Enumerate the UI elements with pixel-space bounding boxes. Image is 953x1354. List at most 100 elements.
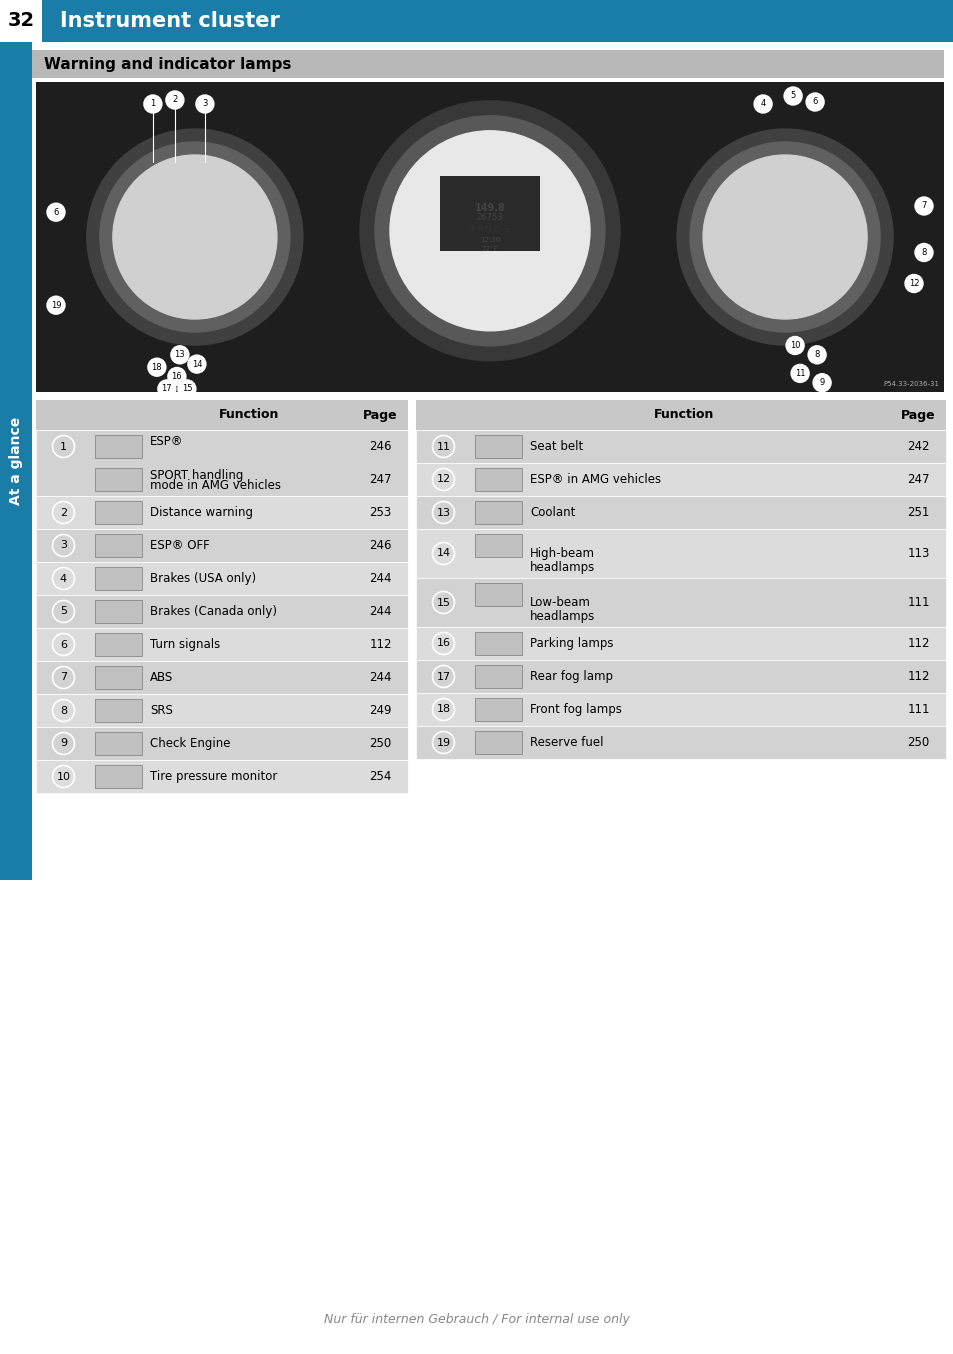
Bar — [95, 468, 142, 492]
Circle shape — [375, 116, 604, 345]
Text: ESP® OFF: ESP® OFF — [150, 539, 210, 552]
Text: 17: 17 — [436, 672, 450, 681]
Text: 7: 7 — [921, 202, 925, 210]
Text: 4: 4 — [760, 99, 765, 108]
Text: 26753: 26753 — [476, 214, 503, 222]
Bar — [475, 533, 521, 556]
Circle shape — [144, 95, 162, 112]
Text: 19: 19 — [51, 301, 61, 310]
Circle shape — [177, 380, 195, 398]
Circle shape — [753, 95, 771, 112]
Text: At a glance: At a glance — [9, 417, 23, 505]
Circle shape — [702, 154, 866, 320]
Bar — [32, 50, 943, 79]
Bar — [416, 496, 945, 529]
Text: Low-beam: Low-beam — [530, 596, 590, 609]
Text: 111: 111 — [906, 703, 929, 716]
Text: Front fog lamps: Front fog lamps — [530, 703, 621, 716]
Bar — [475, 584, 521, 607]
Circle shape — [166, 91, 184, 110]
Text: 244: 244 — [369, 571, 392, 585]
Text: 16: 16 — [172, 372, 182, 380]
Bar — [95, 765, 142, 788]
Circle shape — [158, 380, 175, 398]
Circle shape — [188, 355, 206, 374]
Circle shape — [914, 244, 932, 261]
Bar — [36, 628, 408, 661]
Text: 5: 5 — [790, 92, 795, 100]
Text: Instrument cluster: Instrument cluster — [60, 11, 279, 31]
Circle shape — [904, 275, 923, 292]
Text: SPORT handling: SPORT handling — [150, 468, 243, 482]
Text: headlamps: headlamps — [530, 611, 595, 623]
Circle shape — [812, 374, 830, 391]
Bar — [475, 632, 521, 655]
Bar — [36, 496, 408, 529]
Text: 250: 250 — [906, 737, 928, 749]
Bar — [416, 726, 945, 760]
Text: 6: 6 — [60, 639, 67, 650]
Circle shape — [47, 297, 65, 314]
Bar — [416, 627, 945, 659]
Bar — [0, 0, 42, 42]
Text: headlamps: headlamps — [530, 561, 595, 574]
Text: 246: 246 — [369, 440, 392, 454]
Text: 4: 4 — [60, 574, 67, 584]
Text: 18: 18 — [436, 704, 450, 715]
Bar — [0, 42, 32, 880]
Text: Reserve fuel: Reserve fuel — [530, 737, 603, 749]
Text: 72°F: 72°F — [481, 246, 497, 252]
Circle shape — [807, 345, 825, 364]
Text: 11: 11 — [794, 368, 804, 378]
Text: ABS: ABS — [150, 672, 173, 684]
Bar — [95, 435, 142, 458]
Circle shape — [785, 337, 803, 355]
Text: 251: 251 — [906, 506, 929, 519]
Text: ESP®: ESP® — [150, 435, 183, 448]
Text: 5: 5 — [60, 607, 67, 616]
Text: 2: 2 — [172, 96, 177, 104]
Text: Brakes (USA only): Brakes (USA only) — [150, 571, 255, 585]
Text: Nur für internen Gebrauch / For internal use only: Nur für internen Gebrauch / For internal… — [324, 1313, 629, 1327]
Text: 244: 244 — [369, 605, 392, 617]
Text: 8: 8 — [60, 705, 67, 715]
Bar — [36, 594, 408, 628]
Text: 12: 12 — [908, 279, 919, 288]
Text: 9: 9 — [819, 378, 823, 387]
Bar — [475, 468, 521, 492]
Bar — [439, 176, 539, 250]
Text: 242: 242 — [906, 440, 929, 454]
Circle shape — [677, 129, 892, 345]
Text: Rear fog lamp: Rear fog lamp — [530, 670, 613, 682]
Bar — [475, 501, 521, 524]
Text: 10: 10 — [789, 341, 800, 349]
Text: 12:30: 12:30 — [479, 237, 499, 242]
Bar — [95, 567, 142, 590]
Circle shape — [689, 142, 880, 332]
Bar — [95, 501, 142, 524]
Text: P54.33-2036-31: P54.33-2036-31 — [882, 380, 938, 387]
Bar — [36, 760, 408, 793]
Text: 111: 111 — [906, 596, 929, 609]
Text: 9: 9 — [60, 738, 67, 749]
Text: 32: 32 — [8, 11, 34, 31]
Text: 249: 249 — [369, 704, 392, 718]
Bar — [475, 665, 521, 688]
Text: Seat belt: Seat belt — [530, 440, 582, 454]
Text: 8: 8 — [921, 248, 925, 257]
Text: High-beam: High-beam — [530, 547, 595, 561]
Bar — [416, 659, 945, 693]
Text: Brakes (Canada only): Brakes (Canada only) — [150, 605, 276, 617]
Text: Distance warning: Distance warning — [150, 506, 253, 519]
Text: Coolant: Coolant — [530, 506, 575, 519]
Text: 17: 17 — [161, 385, 172, 394]
Text: 2: 2 — [60, 508, 67, 517]
Text: 14: 14 — [192, 360, 202, 368]
Circle shape — [195, 95, 213, 112]
Text: 12: 12 — [436, 474, 450, 485]
Bar — [416, 431, 945, 463]
Bar — [36, 83, 943, 393]
Text: 149.8: 149.8 — [474, 203, 505, 213]
Text: Check Engine: Check Engine — [150, 737, 231, 750]
Text: 19: 19 — [436, 738, 450, 747]
